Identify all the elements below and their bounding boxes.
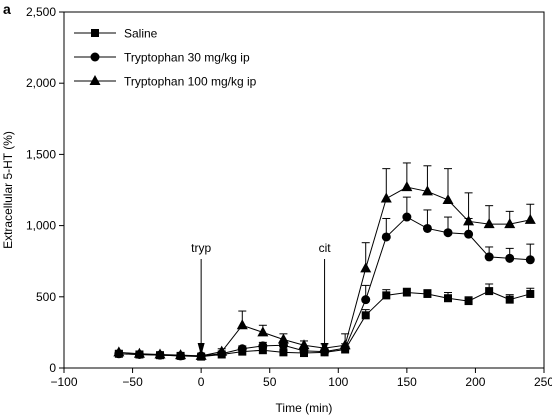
data-point-triangle (380, 192, 392, 203)
legend-label: Tryptophan 30 mg/kg ip (124, 51, 250, 65)
x-tick-label: 200 (465, 375, 485, 389)
data-point-triangle (442, 193, 454, 204)
data-point-triangle (277, 333, 289, 344)
data-point-circle (237, 344, 247, 354)
y-tick-label: 1,500 (26, 147, 56, 161)
data-point-triangle (175, 349, 187, 360)
data-point-triangle (154, 348, 166, 359)
x-tick-label: −100 (50, 375, 77, 389)
data-point-square (505, 295, 514, 304)
y-tick-label: 2,000 (26, 76, 56, 90)
data-point-square (402, 288, 411, 297)
annotation-tryp: tryp (191, 241, 211, 356)
x-tick-label: 100 (328, 375, 348, 389)
data-point-square (444, 294, 452, 303)
data-point-square (279, 348, 288, 357)
legend-label: Tryptophan 100 mg/kg ip (124, 75, 257, 89)
legend-label: Saline (124, 27, 158, 41)
data-point-triangle (483, 218, 495, 229)
data-point-triangle (133, 347, 145, 358)
y-tick-label: 2,500 (26, 5, 56, 19)
data-point-square (361, 311, 370, 320)
annotation-cit: cit (319, 241, 332, 356)
x-tick-label: 50 (263, 375, 277, 389)
annotation-label: cit (319, 241, 332, 255)
y-tick-label: 0 (49, 361, 56, 375)
annotation-arrow-head (197, 343, 205, 356)
plot-frame (63, 11, 545, 369)
data-point-circle (484, 252, 494, 262)
data-point-square (464, 297, 473, 306)
data-point-circle (525, 255, 535, 265)
x-tick-label: −50 (122, 375, 143, 389)
data-point-square (485, 287, 494, 296)
annotation-label: tryp (191, 241, 211, 255)
data-point-triangle (298, 339, 310, 350)
data-point-circle (443, 228, 453, 238)
y-tick-label: 1,000 (26, 219, 56, 233)
x-axis-title: Time (min) (276, 401, 333, 415)
data-point-circle (361, 295, 371, 305)
y-axis-title: Extracellular 5-HT (%) (1, 131, 15, 249)
data-point-circle (90, 52, 100, 62)
data-point-triangle (360, 262, 372, 273)
x-tick-label: 150 (397, 375, 417, 389)
data-point-circle (258, 341, 268, 351)
data-point-square (526, 289, 535, 298)
data-point-triangle (339, 339, 351, 350)
y-tick-label: 500 (36, 290, 56, 304)
x-tick-label: 250 (534, 375, 552, 389)
annotation-arrow-head (321, 343, 329, 356)
panel-label: a (3, 1, 11, 17)
data-point-triangle (401, 181, 413, 192)
data-point-triangle (421, 185, 433, 196)
data-point-circle (381, 232, 391, 242)
data-point-triangle (524, 213, 536, 224)
legend: Saline Tryptophan 30 mg/kg ip Tryptophan 1… (74, 27, 257, 89)
data-point-square (382, 291, 391, 300)
data-point-triangle (463, 215, 475, 226)
data-point-square (91, 29, 99, 37)
data-point-triangle (216, 345, 228, 356)
data-point-square (423, 289, 432, 298)
data-point-circle (402, 212, 412, 222)
data-point-triangle (89, 75, 101, 85)
data-point-triangle (257, 326, 269, 337)
data-point-triangle (236, 319, 248, 330)
data-point-circle (505, 253, 515, 263)
x-tick-label: 0 (198, 375, 205, 389)
data-point-triangle (113, 346, 125, 357)
data-point-triangle (504, 218, 516, 229)
data-point-circle (422, 223, 432, 233)
data-point-circle (464, 229, 474, 239)
